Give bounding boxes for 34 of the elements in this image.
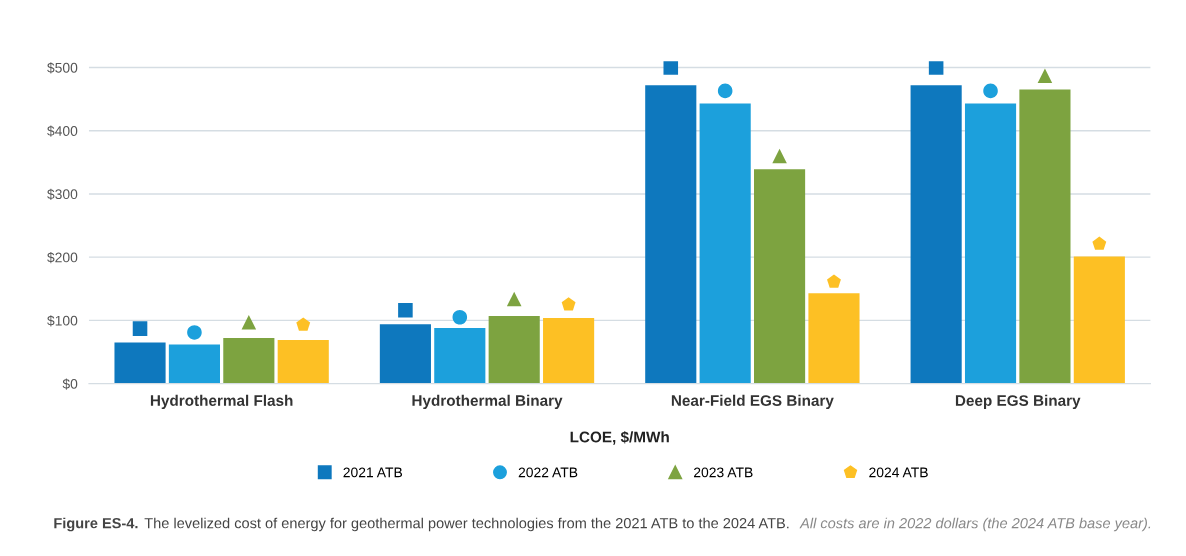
bar (488, 315, 540, 384)
text: Figure ES-4. (54, 517, 138, 532)
bar (808, 293, 860, 384)
y-tick-label: $0 (62, 378, 78, 390)
bar (114, 342, 166, 384)
legend-label: 2022 ATB (518, 467, 578, 478)
y-tick-label: $400 (47, 125, 78, 137)
bar (645, 85, 697, 384)
bar (699, 103, 751, 384)
y-tick-label: $100 (47, 315, 78, 327)
bar (168, 344, 220, 384)
y-tick-label: $300 (47, 188, 78, 200)
bar (543, 317, 595, 384)
bar (1019, 89, 1071, 384)
y-tick-label: $500 (47, 62, 78, 74)
legend-label: 2023 ATB (693, 467, 753, 478)
bar (277, 340, 329, 384)
x-tick-label: Hydrothermal Flash (150, 394, 293, 409)
bar (910, 85, 962, 384)
legend-label: 2021 ATB (343, 467, 403, 478)
bar (379, 324, 431, 384)
x-tick-label: Near-Field EGS Binary (671, 394, 834, 409)
text: The levelized cost of energy for geothermal power technologies from the 2021 ATB to the 2024 ATB. (144, 517, 789, 532)
bar (223, 338, 275, 384)
text: All costs are in 2022 dollars (the 2024 ATB base year). (799, 517, 1151, 532)
bar (754, 169, 806, 384)
bar (964, 103, 1017, 384)
bar (434, 328, 486, 384)
y-tick-label: $200 (47, 251, 78, 264)
x-tick-label: Deep EGS Binary (955, 394, 1081, 409)
x-axis-title: LCOE, $/MWh (570, 430, 669, 445)
x-tick-label: Hydrothermal Binary (412, 394, 563, 409)
bar (1073, 256, 1125, 384)
legend-label: 2024 ATB (869, 467, 928, 478)
